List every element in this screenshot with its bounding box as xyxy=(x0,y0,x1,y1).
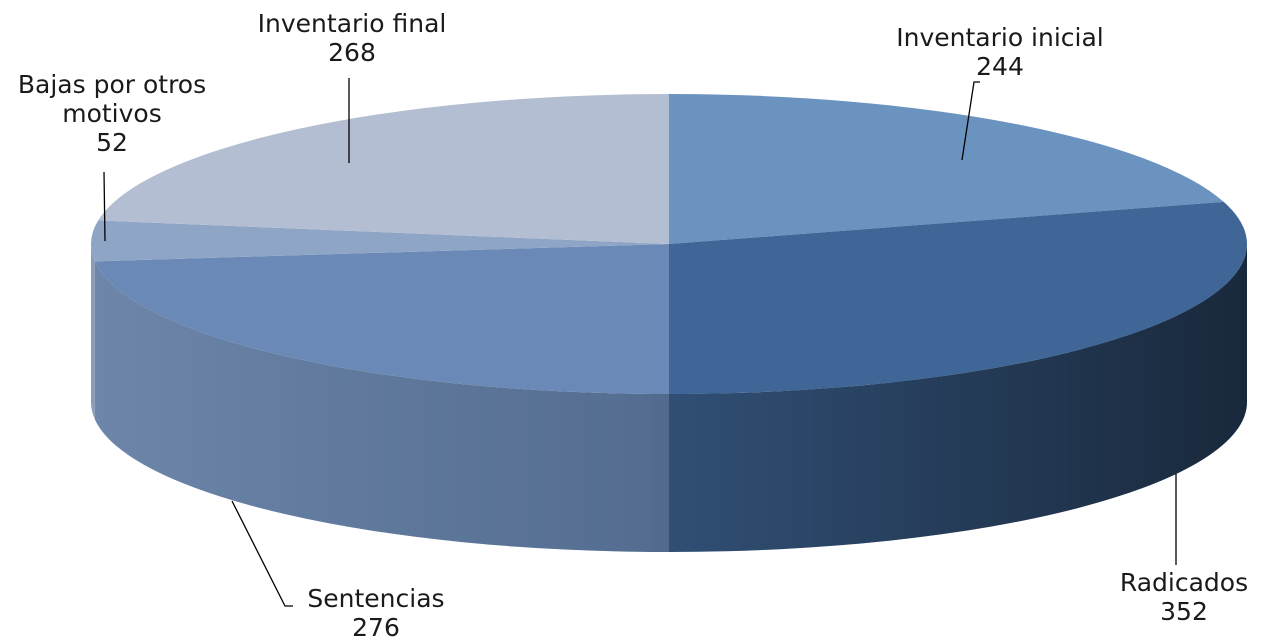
pie-tops xyxy=(90,94,1247,394)
slice-value-label: 352 xyxy=(1160,597,1208,626)
leader-line-inventario-inicial xyxy=(961,81,980,161)
slice-category-label: Bajas por otros xyxy=(18,70,206,99)
pie-slice-inventario-inicial xyxy=(669,94,1224,244)
leader-line-sentencias xyxy=(231,500,293,607)
slice-category-label: Inventario inicial xyxy=(896,23,1104,52)
pie-slice-side-shading-bajas-por-otros-motivos xyxy=(91,244,95,420)
slice-value-label: 276 xyxy=(352,613,400,642)
pie-slice-inventario-final xyxy=(98,94,669,244)
slice-value-label: 52 xyxy=(96,128,128,157)
pie-slice-side-shading-radicados xyxy=(669,244,1247,552)
pie-slice-side-shading-sentencias xyxy=(94,261,669,552)
pie-slice-radicados xyxy=(669,201,1247,394)
pie-slice-bajas-por-otros-motivos xyxy=(90,220,669,262)
slice-value-label: 268 xyxy=(328,38,376,67)
slice-value-label: 244 xyxy=(976,52,1024,81)
leader-line-bajas-por-otros-motivos xyxy=(103,171,106,242)
pie-slice-sentencias xyxy=(94,244,669,394)
slice-category-label: Radicados xyxy=(1120,568,1248,597)
slice-category-label: Inventario final xyxy=(258,9,447,38)
pie-sides xyxy=(91,244,1247,552)
slice-category-label: Sentencias xyxy=(307,584,444,613)
slice-category-label: motivos xyxy=(62,99,162,128)
